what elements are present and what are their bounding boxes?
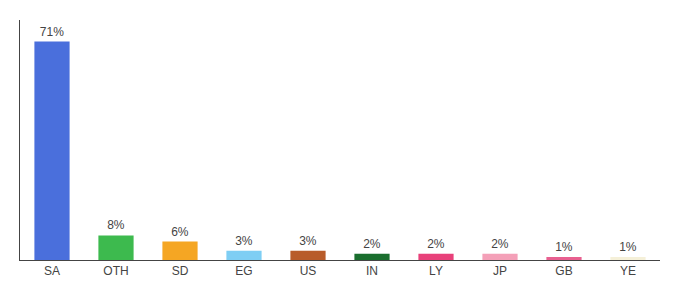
svg-text:3%: 3% [299,234,317,248]
svg-text:1%: 1% [619,240,637,254]
svg-text:EG: EG [235,264,252,278]
svg-text:71%: 71% [40,25,64,39]
svg-text:2%: 2% [363,237,381,251]
svg-text:GB: GB [555,264,572,278]
svg-text:OTH: OTH [103,264,128,278]
svg-text:LY: LY [429,264,443,278]
svg-text:8%: 8% [107,218,125,232]
svg-text:6%: 6% [171,225,189,239]
svg-text:IN: IN [366,264,378,278]
svg-text:SD: SD [172,264,189,278]
svg-text:1%: 1% [555,240,573,254]
svg-text:JP: JP [493,264,507,278]
svg-text:2%: 2% [491,237,509,251]
svg-text:US: US [300,264,317,278]
svg-text:YE: YE [620,264,636,278]
svg-text:SA: SA [44,264,60,278]
svg-text:3%: 3% [235,234,253,248]
svg-text:2%: 2% [427,237,445,251]
